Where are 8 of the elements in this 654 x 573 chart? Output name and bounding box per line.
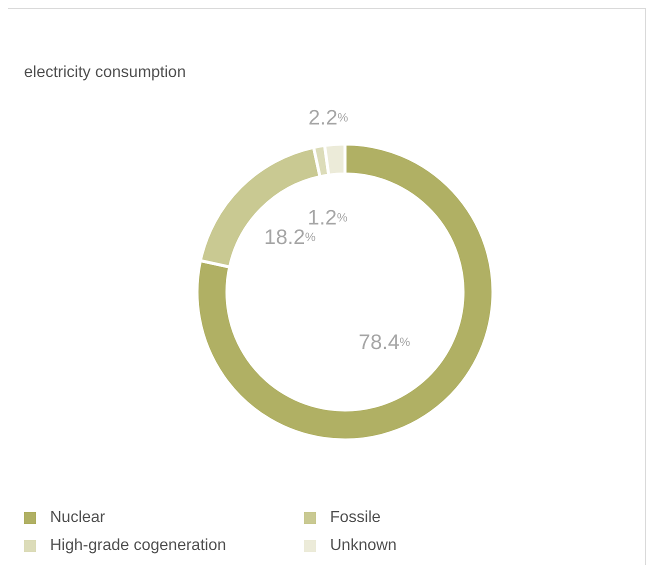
donut-slice: [196, 142, 494, 442]
data-label: 2.2%: [308, 106, 349, 129]
chart-title: electricity consumption: [24, 64, 186, 82]
legend-label: High-grade cogeneration: [50, 537, 226, 555]
legend-label: Nuclear: [50, 509, 106, 527]
legend-label: Unknown: [330, 537, 397, 555]
data-label: 78.4%: [358, 330, 411, 354]
legend-label: Fossile: [330, 509, 381, 527]
